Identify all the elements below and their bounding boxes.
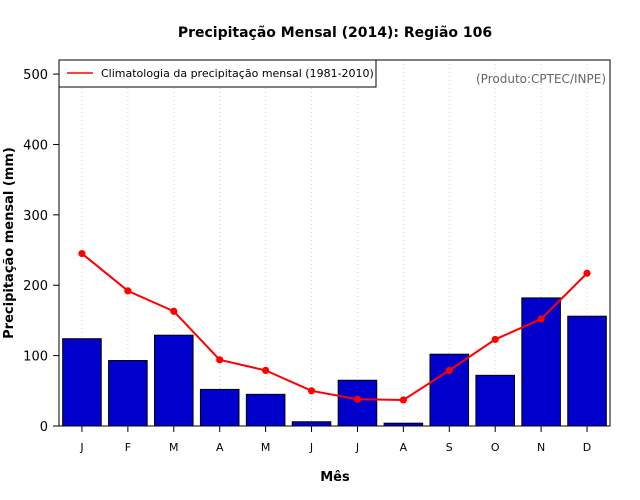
x-tick-label: A bbox=[216, 441, 224, 454]
climatology-point bbox=[307, 387, 316, 395]
chart-title: Precipitação Mensal (2014): Região 106 bbox=[178, 25, 492, 41]
x-tick-label: M bbox=[169, 441, 179, 454]
x-tick-label: J bbox=[309, 441, 313, 454]
y-tick-label: 0 bbox=[40, 420, 48, 435]
legend-box bbox=[58, 59, 377, 88]
x-tick-label: O bbox=[491, 441, 500, 454]
y-tick-label: 300 bbox=[23, 209, 48, 224]
x-tick-label: N bbox=[537, 441, 545, 454]
bars bbox=[62, 297, 607, 427]
x-tick-label: J bbox=[79, 441, 83, 454]
legend: Climatologia da precipitação mensal (198… bbox=[58, 59, 377, 88]
bar bbox=[337, 379, 378, 427]
credit-text: (Produto:CPTEC/INPE) bbox=[476, 72, 606, 86]
climatology-line-path bbox=[81, 252, 588, 401]
climatology-point bbox=[445, 366, 453, 374]
x-axis-label: Mês bbox=[320, 470, 350, 485]
y-tick-label: 400 bbox=[23, 138, 48, 153]
climatology-point bbox=[399, 396, 407, 404]
climatology-point bbox=[78, 249, 86, 258]
bar bbox=[475, 374, 515, 427]
bar bbox=[429, 353, 470, 427]
y-tick-label: 100 bbox=[23, 350, 48, 365]
x-tick-label: S bbox=[446, 441, 453, 454]
bar bbox=[245, 393, 286, 427]
bar bbox=[567, 315, 607, 427]
climatology-line bbox=[78, 249, 591, 404]
climatology-point bbox=[170, 307, 178, 315]
climatology-point bbox=[262, 366, 270, 374]
climatology-point bbox=[216, 356, 224, 364]
y-axis: 0 100 200 300 400 500 bbox=[23, 68, 59, 435]
bar bbox=[108, 360, 148, 427]
x-tick-label: J bbox=[355, 441, 359, 454]
y-tick-label: 500 bbox=[23, 68, 48, 83]
climatology-point bbox=[583, 269, 591, 277]
x-tick-label: F bbox=[125, 441, 131, 454]
bar bbox=[154, 334, 194, 427]
y-tick-label: 200 bbox=[23, 279, 48, 294]
bar bbox=[62, 338, 102, 427]
legend-label: Climatologia da precipitação mensal (198… bbox=[101, 67, 374, 80]
climatology-point bbox=[124, 287, 132, 295]
climatology-point bbox=[491, 335, 499, 344]
x-tick-label: M bbox=[261, 441, 271, 454]
x-tick-label: D bbox=[583, 441, 591, 454]
climatology-point bbox=[353, 395, 362, 403]
y-axis-label: Precipitação mensal (mm) bbox=[2, 147, 17, 339]
x-tick-label: A bbox=[400, 441, 408, 454]
bar bbox=[199, 388, 240, 427]
bar bbox=[291, 421, 332, 427]
climatology-point bbox=[537, 315, 545, 323]
